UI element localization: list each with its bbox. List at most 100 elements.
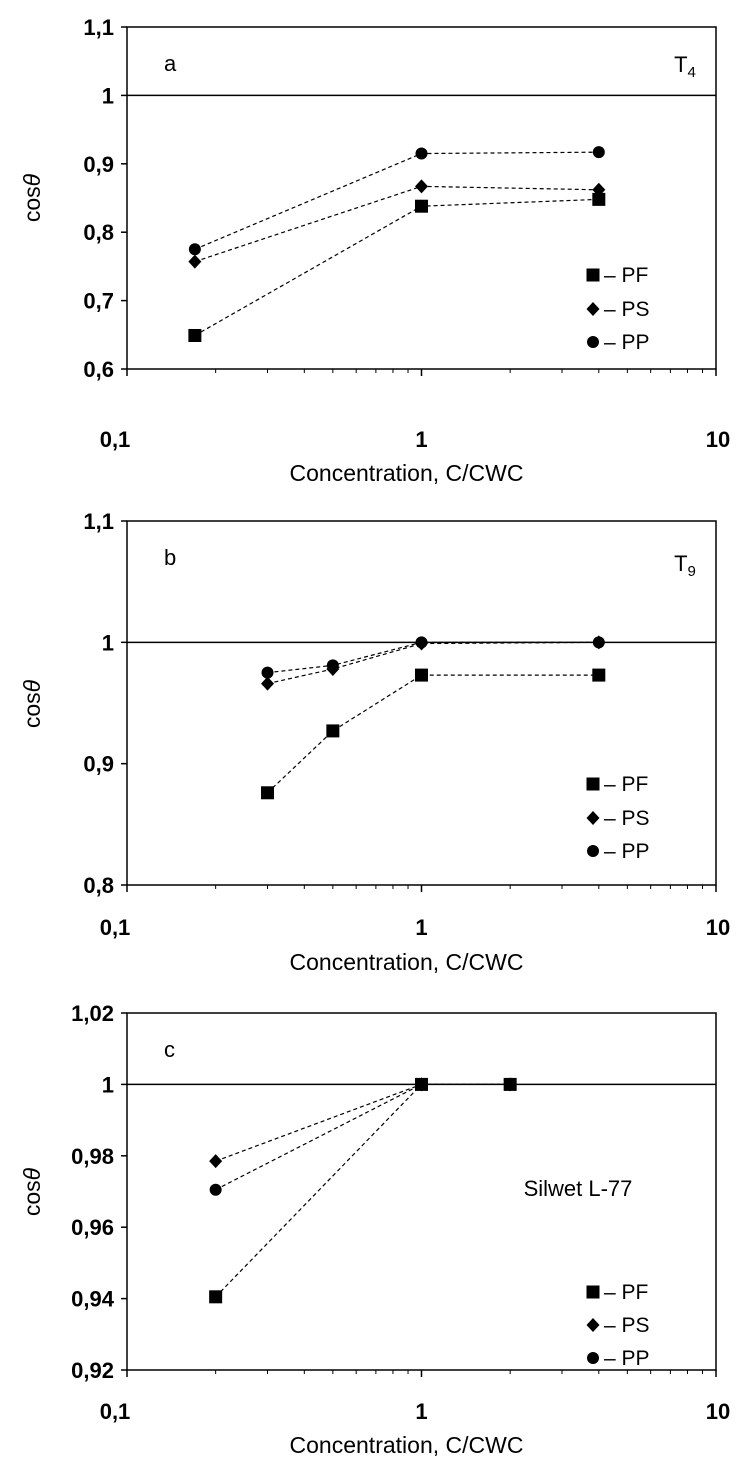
panel-c-y-tick-label: 0,96 bbox=[71, 1215, 114, 1240]
panel-c-series-ps-point bbox=[209, 1154, 223, 1169]
panel-a-series-ps-point bbox=[188, 254, 202, 269]
panel-a-legend-marker-pf bbox=[586, 268, 600, 282]
panel-c-y-tick-label: 1,02 bbox=[71, 1001, 114, 1026]
panel-b-annotation: T9 bbox=[674, 551, 696, 580]
panel-c-x-tick-label: 0,1 bbox=[100, 1399, 131, 1424]
panel-c-series-pf bbox=[209, 1077, 517, 1304]
panel-a-x-axis-title: Concentration, C/CWC bbox=[290, 460, 524, 486]
panel-a-series-ps bbox=[188, 179, 606, 269]
panel-b-x-axis-title: Concentration, C/CWC bbox=[290, 949, 524, 975]
panel-c-legend-label-pp: – PP bbox=[604, 1347, 650, 1370]
panel-c-legend-label-pf: – PF bbox=[604, 1281, 648, 1304]
panel-a-y-tick-label: 1 bbox=[102, 83, 114, 108]
panel-b-series-pf-point bbox=[415, 668, 428, 682]
panel-b-y-tick-label: 1 bbox=[102, 630, 114, 655]
panel-a-series-pp-point bbox=[415, 147, 428, 160]
panel-a-series-pp-point bbox=[592, 146, 605, 159]
panel-c-series-ps bbox=[209, 1077, 517, 1169]
panel-a-letter: a bbox=[164, 51, 177, 76]
panel-b-legend-marker-ps bbox=[586, 811, 600, 825]
panel-b-legend-label-ps: – PS bbox=[604, 807, 650, 830]
panel-b-x-tick-label: 0,1 bbox=[100, 915, 131, 940]
panel-b-legend-marker-pf bbox=[586, 777, 600, 791]
panel-b-series-pf-point bbox=[592, 668, 606, 682]
panel-a-annotation-text: T bbox=[674, 52, 687, 77]
panel-c-series-pp-point bbox=[415, 1078, 428, 1091]
panel-b-series-ps bbox=[261, 635, 606, 691]
panel-a-series-pp-point bbox=[188, 243, 201, 256]
panel-b-y-tick-label: 1,1 bbox=[83, 509, 114, 534]
panel-a-legend-label-ps: – PS bbox=[604, 298, 650, 321]
panel-c-legend: – PF – PS – PP bbox=[586, 1281, 650, 1370]
panel-b-legend: – PF – PS – PP bbox=[586, 773, 650, 863]
panel-a-series-pf-line bbox=[194, 198, 599, 337]
panel-c-y-tick-label: 0,94 bbox=[71, 1287, 115, 1312]
panel-b-series-pf bbox=[261, 668, 606, 800]
panel-c-legend-label-ps: – PS bbox=[604, 1314, 650, 1337]
panel-a-y-tick-label: 0,6 bbox=[83, 357, 114, 382]
panel-c-legend-marker-ps bbox=[586, 1318, 600, 1332]
panel-c-y-axis-title-symbol: θ bbox=[19, 1167, 45, 1180]
panel-a-y-axis-title-text: cos bbox=[19, 186, 45, 222]
panel-b-y-axis-title-symbol: θ bbox=[19, 679, 45, 692]
panel-c-letter: c bbox=[164, 1037, 175, 1062]
panel-c-y-tick-label: 0,98 bbox=[71, 1144, 114, 1169]
panel-c-annotation-text: Silwet L-77 bbox=[524, 1176, 633, 1201]
panel-b-series-pp-point bbox=[592, 636, 605, 649]
panel-b-annotation-subscript: 9 bbox=[688, 563, 696, 580]
panel-a-legend-label-pf: – PF bbox=[604, 264, 648, 287]
panel-c-series-pp-point bbox=[209, 1183, 222, 1196]
panel-c-series-ps-line bbox=[215, 1083, 511, 1162]
panel-b-legend-marker-pp bbox=[587, 845, 599, 857]
panel-b-letter: b bbox=[164, 545, 176, 570]
panel-a-legend-marker-pp bbox=[587, 336, 599, 348]
panel-b-plot-frame bbox=[126, 520, 717, 886]
panel-b-legend-label-pf: – PF bbox=[604, 773, 648, 796]
panel-b-series-pp bbox=[261, 636, 605, 679]
panel-c-x-axis-title: Concentration, C/CWC bbox=[290, 1432, 524, 1458]
panel-a-y-axis-title-symbol: θ bbox=[19, 173, 45, 186]
panel-b-series-pf-point bbox=[326, 724, 340, 738]
panel-a-series-pf-point bbox=[592, 192, 606, 206]
panel-c-legend-marker-pp bbox=[587, 1352, 599, 1364]
panel-c-series-pf-line bbox=[215, 1083, 511, 1298]
panel-c-y-tick-label: 0,92 bbox=[71, 1358, 114, 1383]
panel-a: 0,6 0,7 0,8 0,9 1 1,1 0,1 1 10 Concentration, C/C… bbox=[19, 15, 730, 486]
panel-a-y-tick-label: 1,1 bbox=[83, 15, 114, 40]
panel-c-y-axis-title: cosθ bbox=[19, 1167, 45, 1216]
panel-b-series-pp-point bbox=[415, 636, 428, 649]
panel-a-x-tick-label: 10 bbox=[706, 427, 730, 452]
panel-c-series-pp-point bbox=[504, 1078, 517, 1091]
panel-a-series-pf bbox=[188, 192, 606, 342]
panel-c-series-pp-line bbox=[215, 1083, 511, 1191]
panel-b-series-pf-point bbox=[261, 786, 275, 800]
panel-c-x-tick-label: 10 bbox=[706, 1399, 730, 1424]
panel-a-annotation-subscript: 4 bbox=[688, 64, 696, 81]
panel-a-annotation: T4 bbox=[674, 52, 696, 81]
panel-c-y-axis-title-text: cos bbox=[19, 1180, 45, 1216]
panel-a-y-axis-title: cosθ bbox=[19, 173, 45, 222]
panel-b-series-pf-line bbox=[267, 674, 599, 794]
panel-b-series-pp-point bbox=[326, 659, 339, 672]
panel-c-series-pp bbox=[209, 1078, 517, 1196]
panel-b-legend-label-pp: – PP bbox=[604, 840, 650, 863]
panel-b-x-tick-label: 1 bbox=[415, 915, 427, 940]
panel-c-annotation: Silwet L-77 bbox=[524, 1176, 633, 1201]
panel-b-x-tick-label: 10 bbox=[706, 915, 730, 940]
panel-b-y-axis-title-text: cos bbox=[19, 692, 45, 728]
panel-a-y-tick-label: 0,7 bbox=[83, 289, 114, 314]
panel-a-series-pp bbox=[188, 146, 605, 256]
panel-a-legend-marker-ps bbox=[586, 302, 600, 316]
panel-b-annotation-text: T bbox=[674, 551, 687, 576]
panel-c: 0,92 0,94 0,96 0,98 1 1,02 0,1 1 10 Concentration… bbox=[19, 1001, 730, 1458]
panel-a-y-tick-label: 0,8 bbox=[83, 220, 114, 245]
panel-c-legend-marker-pf bbox=[586, 1285, 600, 1299]
panel-a-x-tick-label: 1 bbox=[415, 427, 427, 452]
panel-c-series-pf-point bbox=[209, 1290, 223, 1304]
panel-a-series-pf-point bbox=[188, 328, 202, 342]
panel-a-series-pp-line bbox=[194, 151, 599, 250]
panel-a-y-tick-label: 0,9 bbox=[83, 152, 114, 177]
panel-b-y-tick-label: 0,8 bbox=[83, 873, 114, 898]
panel-c-y-tick-label: 1 bbox=[102, 1072, 114, 1097]
